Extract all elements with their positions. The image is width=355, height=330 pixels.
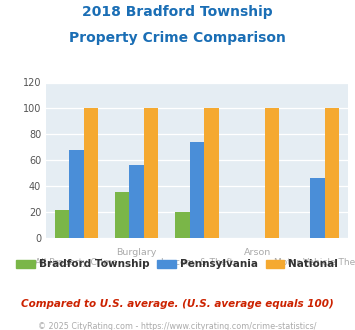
Text: Compared to U.S. average. (U.S. average equals 100): Compared to U.S. average. (U.S. average … [21,299,334,309]
Bar [144,108,158,238]
Bar [115,192,130,238]
Bar [264,108,279,238]
Text: Burglary: Burglary [116,248,157,257]
Bar [69,150,83,238]
Bar [325,108,339,238]
Bar [190,142,204,238]
Text: Arson: Arson [244,248,271,257]
Text: Property Crime Comparison: Property Crime Comparison [69,31,286,45]
Bar [83,108,98,238]
Text: All Property Crime: All Property Crime [35,258,118,267]
Bar [311,178,325,238]
Text: Larceny & Theft: Larceny & Theft [161,258,233,267]
Text: © 2025 CityRating.com - https://www.cityrating.com/crime-statistics/: © 2025 CityRating.com - https://www.city… [38,322,317,330]
Text: Motor Vehicle Theft: Motor Vehicle Theft [274,258,355,267]
Bar [55,211,69,238]
Bar [204,108,219,238]
Bar [130,165,144,238]
Bar [175,212,190,238]
Legend: Bradford Township, Pennsylvania, National: Bradford Township, Pennsylvania, Nationa… [12,255,343,274]
Text: 2018 Bradford Township: 2018 Bradford Township [82,5,273,19]
